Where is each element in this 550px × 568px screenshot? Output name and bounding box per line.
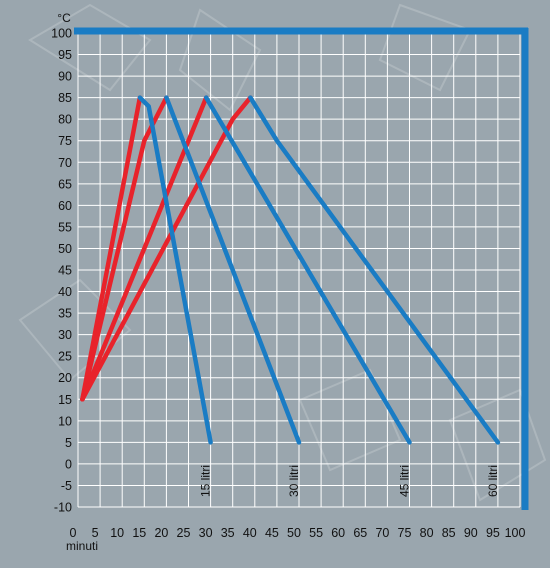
- x-tick-label: 95: [486, 526, 500, 540]
- background-marks: [18, 3, 547, 502]
- series-label: 45 litri: [398, 465, 412, 497]
- x-axis-label: minuti: [66, 539, 98, 553]
- y-tick-label: 5: [65, 436, 72, 450]
- y-tick-label: 70: [58, 156, 72, 170]
- x-tick-label: 70: [375, 526, 389, 540]
- y-tick-label: 40: [58, 285, 72, 299]
- y-tick-label: 10: [58, 414, 72, 428]
- series-layer: [80, 95, 501, 445]
- x-tick-label: 55: [309, 526, 323, 540]
- background-mark: [18, 278, 132, 382]
- heating-line: [80, 95, 253, 402]
- y-tick-label: -5: [61, 479, 72, 493]
- y-tick-label: 25: [58, 350, 72, 364]
- y-axis-label: °C: [57, 11, 71, 25]
- background-mark: [378, 3, 472, 92]
- y-tick-label: 15: [58, 393, 72, 407]
- background-mark: [28, 3, 152, 92]
- y-tick-label: 30: [58, 328, 72, 342]
- y-tick-label: 95: [58, 48, 72, 62]
- x-tick-label: 45: [265, 526, 279, 540]
- grid: [77, 32, 521, 508]
- y-tick-label: 20: [58, 371, 72, 385]
- series-label: 15 litri: [199, 465, 213, 497]
- x-tick-label: 50: [287, 526, 301, 540]
- y-tick-label: 65: [58, 177, 72, 191]
- x-tick-label: 75: [398, 526, 412, 540]
- y-tick-label: 80: [58, 113, 72, 127]
- x-tick-label: 10: [110, 526, 124, 540]
- chart-frame: [74, 27, 529, 510]
- x-tick-label: 65: [353, 526, 367, 540]
- x-tick-label: 90: [464, 526, 478, 540]
- y-tick-label: -10: [54, 501, 72, 515]
- x-tick-label: 40: [243, 526, 257, 540]
- x-tick-label: 80: [420, 526, 434, 540]
- x-tick-label: 25: [177, 526, 191, 540]
- y-tick-label: 60: [58, 199, 72, 213]
- background-mark: [298, 368, 402, 472]
- y-tick-label: 100: [51, 27, 72, 41]
- series-labels: 15 litri 30 litri 45 litri 60 litri: [199, 465, 500, 497]
- y-tick-label: 50: [58, 242, 72, 256]
- x-tick-label: 5: [92, 526, 99, 540]
- cooling-line: [203, 95, 412, 445]
- x-tick-label: 20: [154, 526, 168, 540]
- y-tick-label: 35: [58, 307, 72, 321]
- cooling-line: [248, 95, 501, 445]
- cooling-line: [164, 95, 302, 445]
- x-tick-label: 85: [442, 526, 456, 540]
- y-tick-label: 0: [65, 457, 72, 471]
- series-label: 60 litri: [486, 465, 500, 497]
- y-tick-label: 85: [58, 91, 72, 105]
- y-tick-label: 55: [58, 220, 72, 234]
- x-tick-label: 30: [199, 526, 213, 540]
- y-tick-label: 45: [58, 264, 72, 278]
- y-axis-ticks: -10 -5 0 5 10 15 20 25 30 35 40 45 50 55 60 65 70 75 80 85 9…: [51, 27, 72, 515]
- background-mark: [178, 8, 262, 112]
- y-tick-label: 90: [58, 70, 72, 84]
- x-tick-label: 60: [331, 526, 345, 540]
- cooling-line: [137, 95, 213, 445]
- x-tick-label: 15: [132, 526, 146, 540]
- x-tick-label: 100: [505, 526, 526, 540]
- series-label: 30 litri: [287, 465, 301, 497]
- heating-line: [80, 95, 169, 402]
- x-tick-label: 35: [221, 526, 235, 540]
- background-mark: [448, 388, 547, 502]
- heating-line: [80, 95, 143, 402]
- x-axis-ticks: 0 5 10 15 20 25 30 35 40 45 50 55 60 65 70 75 80 85 90 95 10…: [70, 526, 526, 540]
- x-tick-label: 0: [70, 526, 77, 540]
- y-tick-label: 75: [58, 134, 72, 148]
